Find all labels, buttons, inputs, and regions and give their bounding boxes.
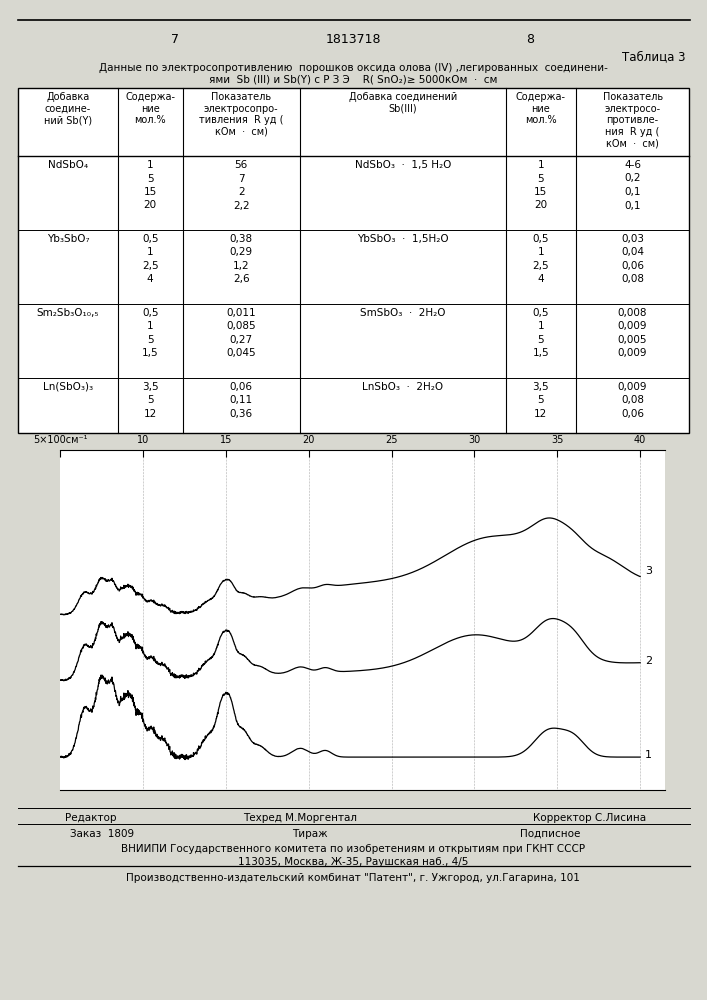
Text: NdSbO₄: NdSbO₄ [48, 160, 88, 170]
Text: 15: 15 [144, 187, 157, 197]
Text: 20: 20 [534, 200, 547, 211]
Text: 4: 4 [537, 274, 544, 284]
Text: 1: 1 [147, 247, 153, 257]
Text: 5: 5 [537, 335, 544, 345]
Text: 7: 7 [171, 33, 179, 46]
Text: Заказ  1809: Заказ 1809 [70, 829, 134, 839]
Text: 0,38: 0,38 [230, 234, 253, 244]
Text: 0,009: 0,009 [618, 321, 648, 331]
Text: 0,06: 0,06 [621, 261, 644, 271]
Text: ями  Sb (III) и Sb(Y) с Р З Э    R( SnO₂)≥ 5000кОм  ·  см: ями Sb (III) и Sb(Y) с Р З Э R( SnO₂)≥ 5… [209, 75, 497, 85]
Text: Ln(SbO₃)₃: Ln(SbO₃)₃ [43, 382, 93, 392]
Text: 0,5: 0,5 [142, 234, 158, 244]
Text: 0,008: 0,008 [618, 308, 648, 318]
Text: 0,04: 0,04 [621, 247, 644, 257]
Text: 0,1: 0,1 [624, 187, 641, 197]
Text: 2: 2 [238, 187, 245, 197]
Text: 1: 1 [537, 247, 544, 257]
Text: 8: 8 [526, 33, 534, 46]
Text: 1,5: 1,5 [532, 348, 549, 358]
Text: Техред М.Моргентал: Техред М.Моргентал [243, 813, 357, 823]
Text: 113035, Москва, Ж-35, Раушская наб., 4/5: 113035, Москва, Ж-35, Раушская наб., 4/5 [238, 857, 468, 867]
Text: Редактор: Редактор [65, 813, 117, 823]
Text: Показатель
электросо-
противле-
ния  R уд (
кОм  ·  см): Показатель электросо- противле- ния R уд… [602, 92, 662, 148]
Text: Подписное: Подписное [520, 829, 580, 839]
Text: 3,5: 3,5 [532, 382, 549, 392]
Text: 2,5: 2,5 [532, 261, 549, 271]
Text: 0,5: 0,5 [142, 308, 158, 318]
Text: 2: 2 [645, 656, 653, 666]
Text: 0,29: 0,29 [230, 247, 253, 257]
Text: 56: 56 [235, 160, 248, 170]
Text: Добавка соединений
Sb(III): Добавка соединений Sb(III) [349, 92, 457, 114]
Text: 0,08: 0,08 [621, 274, 644, 284]
Text: 7: 7 [238, 174, 245, 184]
Text: SmSbO₃  ·  2H₂O: SmSbO₃ · 2H₂O [360, 308, 445, 318]
Text: Sm₂Sb₃O₁₀,₅: Sm₂Sb₃O₁₀,₅ [37, 308, 99, 318]
Text: 1: 1 [537, 160, 544, 170]
Text: 0,06: 0,06 [230, 382, 253, 392]
Text: 2,5: 2,5 [142, 261, 158, 271]
Text: 0,06: 0,06 [621, 409, 644, 419]
Text: 5: 5 [147, 395, 153, 405]
Text: LnSbO₃  ·  2H₂O: LnSbO₃ · 2H₂O [362, 382, 443, 392]
Text: 4-6: 4-6 [624, 160, 641, 170]
Text: 1,5: 1,5 [142, 348, 158, 358]
Text: 1,2: 1,2 [233, 261, 250, 271]
Text: Корректор С.Лисина: Корректор С.Лисина [534, 813, 647, 823]
Text: 0,03: 0,03 [621, 234, 644, 244]
Text: 0,5: 0,5 [532, 308, 549, 318]
Text: 5: 5 [147, 335, 153, 345]
Text: 12: 12 [534, 409, 547, 419]
Bar [18, 88, 689, 433]
Text: 0,27: 0,27 [230, 335, 253, 345]
Text: 0,11: 0,11 [230, 395, 253, 405]
Text: 0,005: 0,005 [618, 335, 648, 345]
Text: 0,2: 0,2 [624, 174, 641, 184]
Text: 12: 12 [144, 409, 157, 419]
Text: 1: 1 [147, 160, 153, 170]
Text: 15: 15 [534, 187, 547, 197]
Text: Показатель
электросопро-
тивления  R уд (
кОм  ·  см): Показатель электросопро- тивления R уд (… [199, 92, 284, 137]
Text: 0,009: 0,009 [618, 348, 648, 358]
Text: 5: 5 [537, 395, 544, 405]
Text: Производственно-издательский комбинат "Патент", г. Ужгород, ул.Гагарина, 101: Производственно-издательский комбинат "П… [126, 873, 580, 883]
Text: 0,009: 0,009 [618, 382, 648, 392]
Text: 3: 3 [645, 566, 652, 576]
Text: 4: 4 [147, 274, 153, 284]
Text: 0,045: 0,045 [226, 348, 256, 358]
Text: Данные по электросопротивлению  порошков оксида олова (IV) ,легированных  соедин: Данные по электросопротивлению порошков … [98, 63, 607, 73]
Text: 1813718: 1813718 [325, 33, 381, 46]
Text: YbSbO₃  ·  1,5H₂O: YbSbO₃ · 1,5H₂O [357, 234, 449, 244]
Text: 0,011: 0,011 [226, 308, 256, 318]
Text: Добавка
соедине-
ний Sb(Y): Добавка соедине- ний Sb(Y) [44, 92, 92, 125]
Text: Содержа-
ние
мол.%: Содержа- ние мол.% [125, 92, 175, 125]
Text: 5: 5 [537, 174, 544, 184]
Text: 1: 1 [537, 321, 544, 331]
Text: 0,08: 0,08 [621, 395, 644, 405]
Text: ВНИИПИ Государственного комитета по изобретениям и открытиям при ГКНТ СССР: ВНИИПИ Государственного комитета по изоб… [121, 844, 585, 854]
Text: 2,2: 2,2 [233, 200, 250, 211]
Text: Yb₃SbO₇: Yb₃SbO₇ [47, 234, 89, 244]
Text: 20: 20 [144, 200, 157, 211]
Text: Содержа-
ние
мол.%: Содержа- ние мол.% [516, 92, 566, 125]
Text: Таблица 3: Таблица 3 [621, 50, 685, 63]
Text: 1: 1 [147, 321, 153, 331]
Text: 3,5: 3,5 [142, 382, 158, 392]
Text: 0,085: 0,085 [226, 321, 256, 331]
Text: 5: 5 [147, 174, 153, 184]
Text: Тираж: Тираж [292, 829, 328, 839]
Text: 0,36: 0,36 [230, 409, 253, 419]
Text: 0,1: 0,1 [624, 200, 641, 211]
Text: NdSbO₃  ·  1,5 H₂O: NdSbO₃ · 1,5 H₂O [355, 160, 451, 170]
Text: 2,6: 2,6 [233, 274, 250, 284]
Text: 1: 1 [645, 750, 652, 760]
Text: 0,5: 0,5 [532, 234, 549, 244]
